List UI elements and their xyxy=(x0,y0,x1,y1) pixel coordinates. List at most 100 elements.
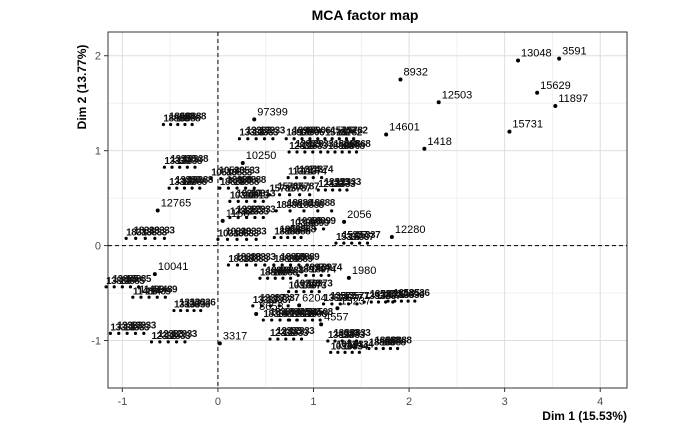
cluster-point xyxy=(298,193,302,197)
labeled-point: 11897 xyxy=(553,93,588,109)
labeled-point: 2056 xyxy=(342,209,372,224)
cluster-point xyxy=(274,209,278,213)
cluster-point xyxy=(247,177,252,181)
cluster-label-text: 18888 xyxy=(260,267,286,278)
cluster-point xyxy=(218,186,222,190)
cluster-label-text: 12333 xyxy=(151,331,177,342)
cluster-label-text: 12333 xyxy=(230,207,256,218)
point-marker xyxy=(297,303,302,308)
cluster-label-text: 18888 xyxy=(285,226,311,237)
cluster-label-text: 13833 xyxy=(328,330,354,341)
cluster-label-text: 12333 xyxy=(158,329,184,340)
cluster-point xyxy=(253,215,257,220)
cluster-label-text: 13333 xyxy=(259,126,285,137)
cluster-label-text: 10399 xyxy=(290,218,316,229)
cluster-point xyxy=(271,137,275,141)
point-marker xyxy=(155,208,160,213)
cluster-label-text: 11374 xyxy=(302,167,328,178)
cluster-point xyxy=(142,331,146,335)
cluster-point xyxy=(386,299,390,303)
cluster-point xyxy=(338,302,342,306)
cluster-point xyxy=(304,273,308,278)
cluster-label-text: 12333 xyxy=(243,207,269,218)
cluster-point xyxy=(326,150,330,154)
point-label: 14601 xyxy=(389,122,420,134)
cluster-label-text: 12333 xyxy=(324,177,350,188)
cluster-point xyxy=(347,150,351,154)
cluster-label-text: 18888 xyxy=(220,177,246,188)
point-label: 8653 xyxy=(259,301,283,313)
cluster-point xyxy=(308,193,312,197)
labeled-point: 1980 xyxy=(346,265,376,280)
cluster-point xyxy=(362,300,366,304)
cluster-label-text: 13885 xyxy=(126,274,152,285)
point-marker xyxy=(422,146,427,151)
cluster-point xyxy=(299,337,304,341)
cluster-label-text: 15782 xyxy=(342,126,368,137)
cluster-point xyxy=(288,209,292,213)
cluster-label-text: 13333 xyxy=(130,320,156,331)
cluster-point xyxy=(330,302,334,306)
cluster-label-text: 11508 xyxy=(302,309,328,320)
cluster-point xyxy=(273,276,277,280)
labeled-point: 8932 xyxy=(398,66,428,82)
cluster-label-text: 11489 xyxy=(152,284,178,295)
cluster-label-text: 13577 xyxy=(337,293,363,304)
cluster-label-text: 18888 xyxy=(290,224,316,235)
cluster-label-text: 12333 xyxy=(276,326,302,337)
cluster-label-text: 18389 xyxy=(263,309,289,320)
point-label: 13048 xyxy=(521,47,552,59)
cluster-point xyxy=(321,227,326,231)
cluster-label-text: 10533 xyxy=(219,166,245,177)
point-label: 2056 xyxy=(347,209,371,221)
cluster-point xyxy=(254,137,258,141)
cluster-label-text: 15787 xyxy=(278,182,304,193)
cluster-point xyxy=(284,137,288,141)
plot-panel xyxy=(107,31,628,389)
cluster-point xyxy=(170,165,174,169)
cluster-point xyxy=(365,241,370,245)
cluster-point xyxy=(292,235,296,240)
cluster-point xyxy=(299,235,303,240)
cluster-label-text: 18389 xyxy=(283,307,309,318)
labeled-point: 6204 xyxy=(297,292,327,308)
cluster-label-text: 12833 xyxy=(308,139,334,150)
point-marker xyxy=(389,235,394,240)
cluster-point xyxy=(209,177,213,181)
cluster-point xyxy=(185,308,189,313)
point-marker xyxy=(507,129,512,134)
cluster-label-text: 13333 xyxy=(110,322,136,333)
cluster-label-text: 18888 xyxy=(234,177,260,188)
cluster-point xyxy=(287,150,291,154)
point-label: 10041 xyxy=(158,261,189,273)
cluster-point xyxy=(319,273,323,278)
labeled-point: 4557 xyxy=(319,311,349,327)
point-label: 1418 xyxy=(427,136,451,148)
point-marker xyxy=(240,161,245,166)
labeled-point: 15237 xyxy=(335,295,371,311)
cluster-label-text: 18888 xyxy=(375,336,401,347)
cluster-point xyxy=(149,340,154,344)
cluster-point xyxy=(320,176,324,180)
cluster-label-text: 10333 xyxy=(233,228,259,239)
cluster-label-text: 13338 xyxy=(183,154,209,165)
cluster-label-text: 13577 xyxy=(324,293,350,304)
cluster-point xyxy=(235,263,240,267)
cluster-point xyxy=(318,318,322,322)
x-tick-label: 3 xyxy=(502,396,508,408)
cluster-label-text: 18888 xyxy=(227,175,253,186)
cluster-point xyxy=(277,193,282,197)
cluster-point xyxy=(357,350,361,354)
point-label: 12765 xyxy=(161,197,192,209)
cluster-label-text: 13885 xyxy=(106,276,132,287)
y-tick-label: 1 xyxy=(95,146,101,158)
cluster-point xyxy=(183,122,187,127)
